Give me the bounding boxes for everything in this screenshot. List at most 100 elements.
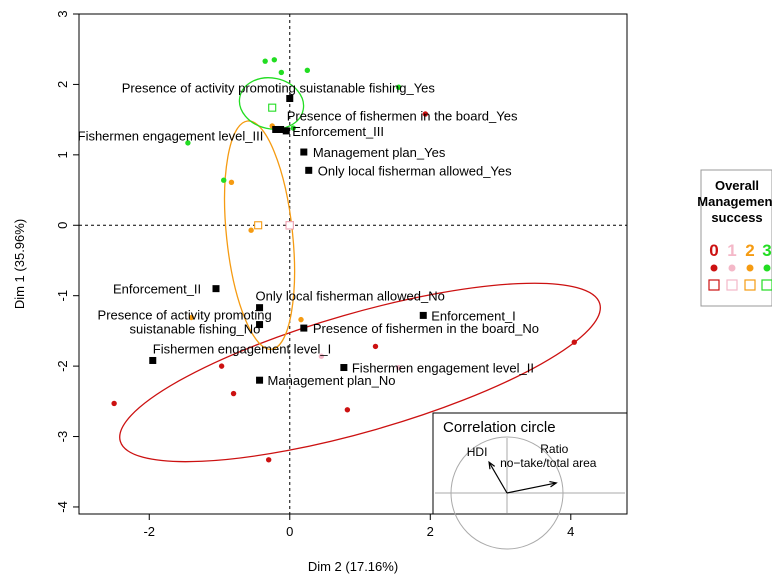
variable-marker — [277, 125, 285, 133]
variable-label: Presence of activity promoting suistanab… — [122, 81, 436, 96]
y-tick-label: -2 — [55, 360, 70, 372]
variable-label: Enforcement_II — [113, 282, 201, 297]
point-class-2 — [188, 314, 195, 321]
point-class-2 — [228, 179, 235, 186]
legend-point-symbol — [710, 264, 718, 272]
x-tick-label: -2 — [143, 524, 155, 539]
point-class-3 — [262, 58, 268, 64]
legend-class-label: 3 — [762, 241, 771, 260]
point-class-0 — [218, 363, 225, 369]
arrow-label: HDI — [467, 445, 488, 459]
loading-arrow — [506, 482, 557, 494]
variable-categories: Presence of activity promoting suistanab… — [78, 81, 539, 389]
point-class-3 — [290, 125, 296, 131]
point-class-0 — [571, 339, 578, 345]
variable-marker — [256, 376, 264, 384]
x-tick-label: 4 — [567, 524, 574, 539]
variable-label: Fishermen engagement level_II — [352, 361, 534, 376]
variable-marker — [300, 148, 308, 156]
variable-marker — [300, 324, 308, 332]
ellipse-class-0 — [119, 282, 601, 463]
x-axis-label: Dim 2 (17.16%) — [308, 559, 398, 574]
point-class-0 — [344, 407, 351, 413]
legend-class-label: 2 — [745, 241, 754, 260]
y-tick-label: 0 — [55, 222, 70, 229]
legend-centroid-symbol — [726, 279, 738, 291]
variable-label: Only local fisherman allowed_No — [256, 289, 445, 304]
x-tick-label: 0 — [286, 524, 293, 539]
variable-marker — [282, 127, 290, 135]
inset-graphics: HDI Ratio no−take/total area — [435, 436, 625, 550]
point-class-3 — [185, 140, 191, 146]
axis-ticks: -2 0 2 4 -4 -3 -2 -1 0 1 2 3 — [55, 10, 574, 539]
ellipse-class-2 — [223, 120, 296, 350]
variable-label: Fishermen engagement level_I — [153, 341, 332, 356]
variable-marker — [272, 125, 280, 133]
arrow-head — [549, 480, 558, 488]
ellipse-class-3 — [238, 77, 305, 130]
legend-point-symbol — [728, 264, 736, 272]
variable-label: Presence of fishermen in the board_Yes — [287, 108, 518, 123]
legend-centroid-symbol — [708, 279, 720, 291]
point-class-0 — [230, 390, 237, 397]
centroid-class-1 — [285, 221, 294, 230]
point-class-2 — [248, 227, 254, 233]
centroid-class-2 — [254, 221, 263, 230]
legend-point-symbol — [763, 264, 771, 272]
y-tick-label: -3 — [55, 431, 70, 443]
inset-title: Correlation circle — [443, 419, 556, 436]
arrow-head — [488, 460, 496, 470]
legend-title-line: Overall — [715, 178, 759, 193]
point-class-0 — [372, 343, 379, 350]
variable-marker — [286, 95, 294, 103]
legend-title-line: Management — [697, 194, 772, 209]
confidence-ellipses — [119, 77, 601, 463]
point-class-3 — [278, 69, 285, 76]
loading-arrow — [488, 461, 508, 494]
legend-centroid-symbol — [761, 279, 772, 291]
x-tick-label: 2 — [427, 524, 434, 539]
variable-marker — [149, 356, 157, 364]
y-tick-label: -1 — [55, 290, 70, 302]
y-axis-label: Dim 1 (35.96%) — [12, 219, 27, 309]
point-class-3 — [395, 84, 402, 90]
variable-marker — [305, 166, 313, 174]
point-class-1 — [395, 364, 402, 371]
variable-label: Fishermen engagement level_III — [78, 128, 264, 143]
legend-class-label: 1 — [727, 241, 736, 260]
variable-marker — [212, 285, 220, 293]
legend-class-label: 0 — [709, 241, 718, 260]
point-class-3 — [271, 57, 278, 63]
point-class-2 — [298, 316, 304, 323]
y-tick-label: 3 — [55, 10, 70, 17]
y-tick-label: 2 — [55, 81, 70, 88]
variable-label: Presence of fishermen in the board_No — [313, 321, 539, 336]
inset-frame — [432, 412, 628, 515]
arrow-label: Ratio no−take/total area — [500, 442, 597, 470]
y-tick-label: 1 — [55, 151, 70, 158]
plot-frame — [78, 13, 628, 515]
point-class-0 — [265, 457, 272, 463]
legend-point-symbol — [746, 264, 754, 272]
point-class-3 — [221, 177, 227, 183]
y-tick-label: -4 — [55, 501, 70, 513]
variable-marker — [256, 304, 264, 312]
correlation-circle-inset: Correlation circle HDI Ratio no−take/total… — [432, 412, 628, 550]
legend-title-line: success — [711, 210, 762, 225]
variable-label: Management plan_No — [268, 373, 396, 388]
variable-marker — [340, 364, 348, 372]
reference-lines — [79, 14, 627, 514]
variable-label: Enforcement_I — [431, 308, 516, 323]
variable-marker — [256, 321, 264, 329]
variable-label: Enforcement_III — [292, 124, 384, 139]
variable-label: Only local fisherman allowed_Yes — [318, 163, 512, 178]
centroid-class-3 — [268, 103, 277, 112]
point-class-0 — [422, 111, 429, 117]
variable-marker — [419, 311, 427, 319]
point-class-0 — [111, 400, 117, 407]
legend-centroid-symbol — [744, 279, 756, 291]
variable-label: Presence of activity promoting suistanabl… — [98, 308, 272, 337]
